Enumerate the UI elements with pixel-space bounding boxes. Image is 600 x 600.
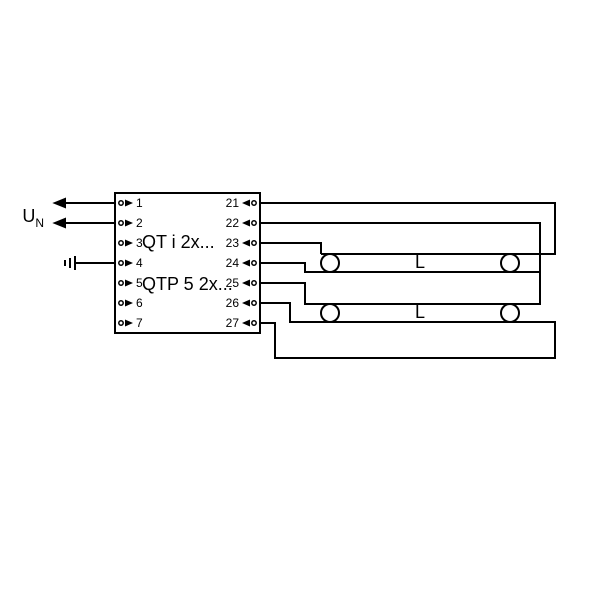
- lamp-filament-icon: [501, 304, 519, 322]
- wire: [260, 322, 555, 358]
- lamp-label: L: [415, 302, 425, 322]
- left-terminal-number: 6: [136, 296, 143, 310]
- lamp-label: L: [415, 252, 425, 272]
- input-voltage-U: U: [22, 206, 35, 226]
- svg-text:UN: UN: [22, 206, 44, 230]
- wire: [260, 303, 321, 322]
- wire: [260, 203, 555, 254]
- ground-icon: [65, 256, 115, 270]
- right-terminal-number: 24: [226, 256, 240, 270]
- ballast-line-2: QTP 5 2x...: [142, 274, 233, 294]
- right-terminal-number: 22: [226, 216, 240, 230]
- right-terminal-number: 21: [226, 196, 240, 210]
- lamp-filament-icon: [321, 304, 339, 322]
- right-terminal-number: 23: [226, 236, 240, 250]
- ballast-line-1: QT i 2x...: [142, 232, 215, 252]
- left-terminal-number: 7: [136, 316, 143, 330]
- wire: [260, 223, 540, 272]
- right-terminal-number: 26: [226, 296, 240, 310]
- left-terminal-number: 2: [136, 216, 143, 230]
- lamp-filament-icon: [501, 254, 519, 272]
- wire: [519, 272, 540, 304]
- left-terminal-number: 1: [136, 196, 143, 210]
- wire: [260, 243, 321, 254]
- wire: [260, 263, 321, 272]
- input-voltage-N: N: [35, 216, 44, 230]
- right-terminal-number: 27: [226, 316, 240, 330]
- left-terminal-number: 4: [136, 256, 143, 270]
- wire: [260, 283, 321, 304]
- lamp-filament-icon: [321, 254, 339, 272]
